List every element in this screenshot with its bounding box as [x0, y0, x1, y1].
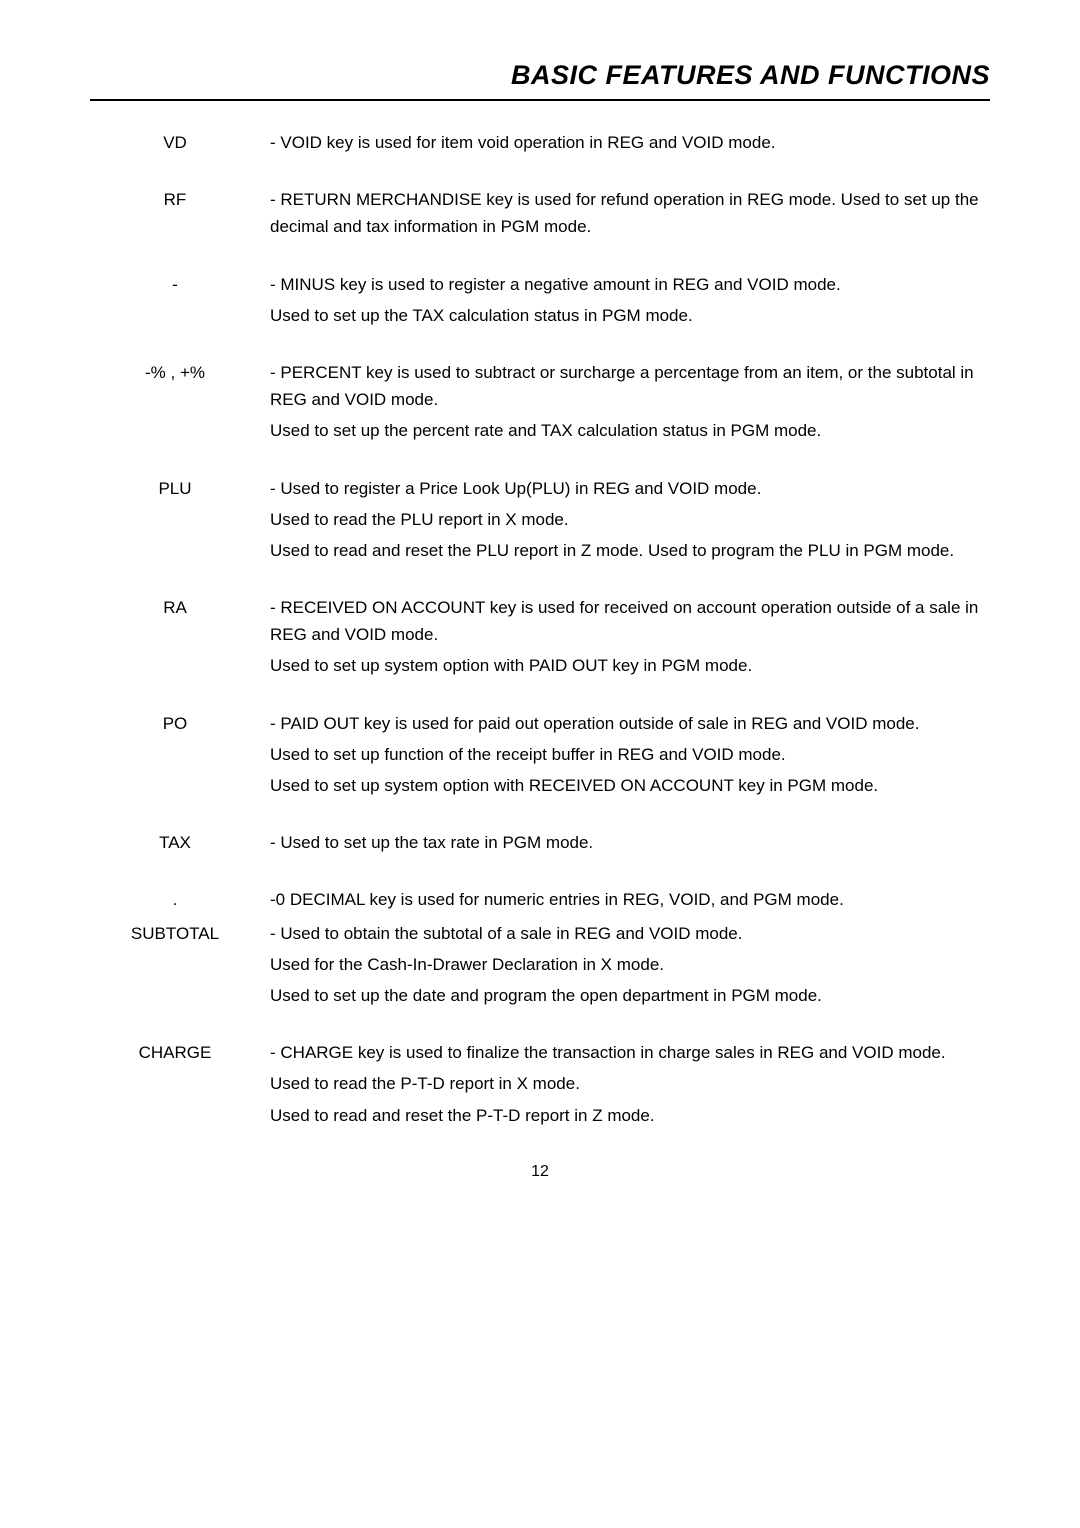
header-divider: [90, 99, 990, 101]
description-line: Used to set up the TAX calculation statu…: [270, 302, 990, 329]
entry-subtotal: SUBTOTAL - Used to obtain the subtotal o…: [90, 920, 990, 1014]
description-line: - PAID OUT key is used for paid out oper…: [270, 710, 990, 737]
key-label: -: [90, 271, 270, 333]
description-line: Used to set up system option with RECEIV…: [270, 772, 990, 799]
description-line: - Used to register a Price Look Up(PLU) …: [270, 475, 990, 502]
header-title: BASIC FEATURES AND FUNCTIONS: [511, 60, 990, 90]
description-line: - PERCENT key is used to subtract or sur…: [270, 359, 990, 413]
description-line: Used for the Cash-In-Drawer Declaration …: [270, 951, 990, 978]
key-label: PO: [90, 710, 270, 804]
description-line: Used to read the PLU report in X mode.: [270, 506, 990, 533]
description: - PERCENT key is used to subtract or sur…: [270, 359, 990, 449]
key-label: PLU: [90, 475, 270, 569]
entry-po: PO - PAID OUT key is used for paid out o…: [90, 710, 990, 804]
description-line: - Used to set up the tax rate in PGM mod…: [270, 829, 990, 856]
page-header: BASIC FEATURES AND FUNCTIONS: [90, 60, 990, 91]
description-line: Used to read and reset the PLU report in…: [270, 537, 990, 564]
description: - RETURN MERCHANDISE key is used for ref…: [270, 186, 990, 244]
description-line: Used to read the P-T-D report in X mode.: [270, 1070, 990, 1097]
description-line: -0 DECIMAL key is used for numeric entri…: [270, 886, 990, 913]
key-label: RF: [90, 186, 270, 244]
description: - MINUS key is used to register a negati…: [270, 271, 990, 333]
entry-rf: RF - RETURN MERCHANDISE key is used for …: [90, 186, 990, 244]
description-line: Used to set up the date and program the …: [270, 982, 990, 1009]
entry-minus: - - MINUS key is used to register a nega…: [90, 271, 990, 333]
page-number: 12: [90, 1163, 990, 1181]
description: - VOID key is used for item void operati…: [270, 129, 990, 160]
description: - Used to set up the tax rate in PGM mod…: [270, 829, 990, 860]
key-label: RA: [90, 594, 270, 684]
key-label: .: [90, 886, 270, 917]
entry-charge: CHARGE - CHARGE key is used to finalize …: [90, 1039, 990, 1133]
description-line: - CHARGE key is used to finalize the tra…: [270, 1039, 990, 1066]
description-line: Used to read and reset the P-T-D report …: [270, 1102, 990, 1129]
description-line: - RETURN MERCHANDISE key is used for ref…: [270, 186, 990, 240]
description-line: - MINUS key is used to register a negati…: [270, 271, 990, 298]
entry-tax: TAX - Used to set up the tax rate in PGM…: [90, 829, 990, 860]
entry-vd: VD - VOID key is used for item void oper…: [90, 129, 990, 160]
key-label: TAX: [90, 829, 270, 860]
description-line: Used to set up function of the receipt b…: [270, 741, 990, 768]
entry-ra: RA - RECEIVED ON ACCOUNT key is used for…: [90, 594, 990, 684]
key-label: SUBTOTAL: [90, 920, 270, 1014]
description: - PAID OUT key is used for paid out oper…: [270, 710, 990, 804]
key-label: -% , +%: [90, 359, 270, 449]
description-line: - RECEIVED ON ACCOUNT key is used for re…: [270, 594, 990, 648]
description-line: Used to set up system option with PAID O…: [270, 652, 990, 679]
key-label: VD: [90, 129, 270, 160]
description: - CHARGE key is used to finalize the tra…: [270, 1039, 990, 1133]
description: -0 DECIMAL key is used for numeric entri…: [270, 886, 990, 917]
description-line: - Used to obtain the subtotal of a sale …: [270, 920, 990, 947]
description: - RECEIVED ON ACCOUNT key is used for re…: [270, 594, 990, 684]
entry-plu: PLU - Used to register a Price Look Up(P…: [90, 475, 990, 569]
description: - Used to register a Price Look Up(PLU) …: [270, 475, 990, 569]
key-label: CHARGE: [90, 1039, 270, 1133]
description: - Used to obtain the subtotal of a sale …: [270, 920, 990, 1014]
page-container: BASIC FEATURES AND FUNCTIONS VD - VOID k…: [0, 0, 1080, 1221]
entry-decimal: . -0 DECIMAL key is used for numeric ent…: [90, 886, 990, 917]
description-line: Used to set up the percent rate and TAX …: [270, 417, 990, 444]
description-line: - VOID key is used for item void operati…: [270, 129, 990, 156]
entry-percent: -% , +% - PERCENT key is used to subtrac…: [90, 359, 990, 449]
